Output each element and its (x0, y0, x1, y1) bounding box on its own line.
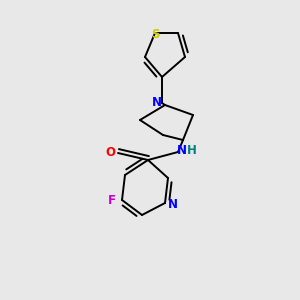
Text: N: N (168, 197, 178, 211)
Text: F: F (108, 194, 116, 206)
Text: S: S (151, 28, 159, 40)
Text: N: N (152, 97, 162, 110)
Text: O: O (105, 146, 115, 160)
Text: N: N (177, 143, 187, 157)
Text: H: H (187, 143, 197, 157)
